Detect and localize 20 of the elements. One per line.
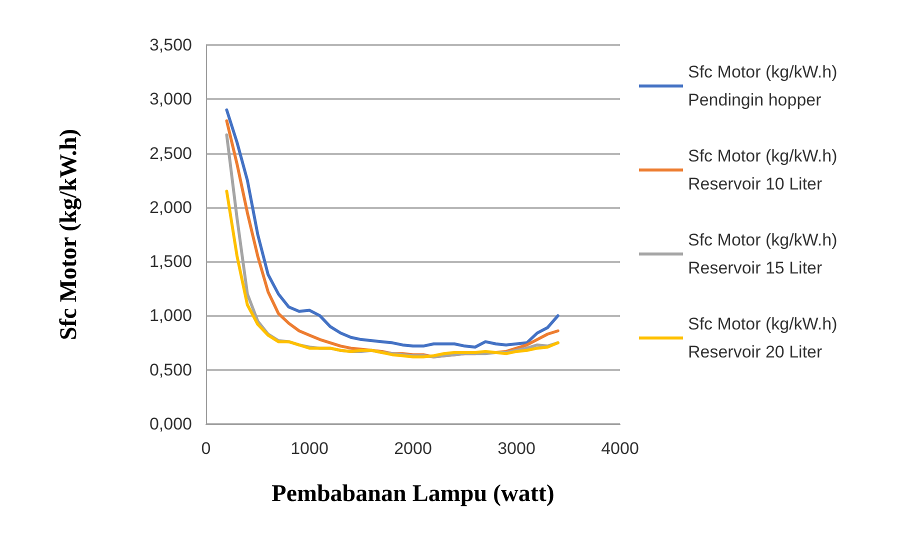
x-tick-label: 2000 — [394, 439, 432, 458]
y-tick-label: 3,000 — [149, 90, 192, 109]
legend-label: Sfc Motor (kg/kW.h) Reservoir 20 Liter — [688, 314, 842, 362]
y-tick-label: 2,500 — [149, 144, 192, 163]
line-series — [225, 190, 560, 358]
y-axis-title: Sfc Motor (kg/kW.h) — [56, 128, 82, 340]
legend-label: Sfc Motor (kg/kW.h) Reservoir 10 Liter — [688, 146, 842, 194]
y-tick-label: 2,000 — [149, 198, 192, 217]
legend-label: Sfc Motor (kg/kW.h) Reservoir 15 Liter — [688, 230, 842, 278]
x-tick-label: 1000 — [290, 439, 328, 458]
y-tick-label: 0,000 — [149, 414, 192, 434]
legend-label: Sfc Motor (kg/kW.h) Pendingin hopper — [688, 62, 842, 110]
y-tick-label: 1,500 — [149, 252, 192, 272]
x-tick-label: 3000 — [498, 439, 536, 458]
y-tick-label: 0,500 — [149, 360, 192, 380]
y-tick-label: 3,500 — [149, 36, 192, 54]
x-tick-label: 0 — [201, 439, 211, 458]
y-tick-label: 1,000 — [149, 306, 192, 326]
x-axis-title: Pembabanan Lampu (watt) — [272, 481, 554, 507]
x-tick-label: 4000 — [601, 439, 639, 458]
